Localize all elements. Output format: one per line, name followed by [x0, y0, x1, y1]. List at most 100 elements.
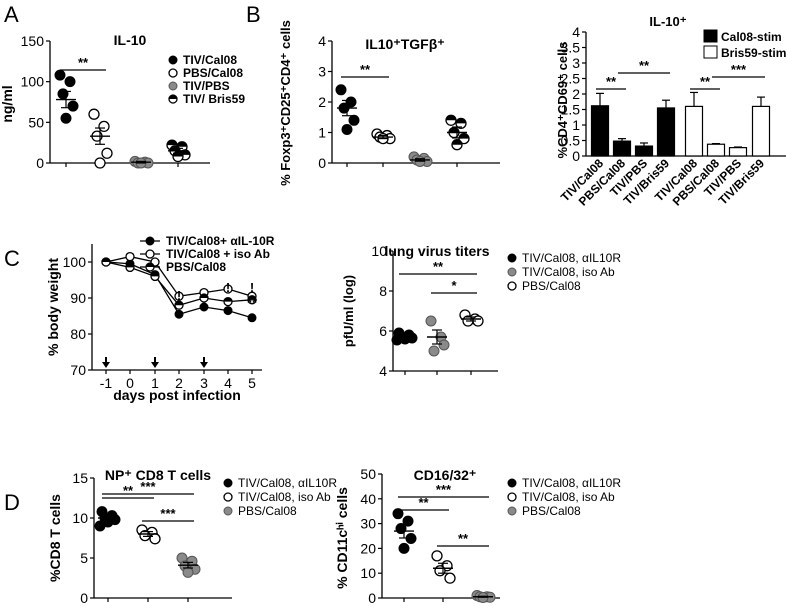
legend-label: TIV/Cal08, iso Ab	[522, 490, 615, 504]
panel-letter-a: A	[4, 2, 19, 27]
legend-marker	[168, 68, 178, 78]
significance-label: **	[639, 58, 650, 73]
legend-label: PBS/Cal08	[522, 279, 581, 293]
legend-label: TIV/ Bris59	[183, 92, 245, 106]
significance-label: *	[451, 278, 457, 293]
data-point	[88, 108, 100, 120]
significance-marker: !	[226, 280, 230, 295]
legend-label: Bris59-stim	[721, 46, 786, 60]
legend-label: TIV/Cal08, iso Ab	[522, 265, 615, 279]
y-tick-label: 6	[379, 323, 387, 339]
data-point	[345, 96, 357, 108]
data-point	[101, 147, 113, 159]
data-point	[247, 295, 257, 305]
x-tick-label: 2	[175, 375, 183, 391]
data-point	[125, 262, 135, 273]
legend-marker	[507, 281, 517, 291]
legend-label: PBS/Cal08	[166, 260, 226, 274]
panel-letter-b: B	[246, 2, 261, 27]
data-point-top	[200, 294, 208, 298]
y-tick-label: 5	[80, 550, 88, 566]
y-tick-label: 0	[572, 148, 580, 164]
y-tick-label: 3.5	[561, 40, 581, 56]
y-tick-label: 50	[360, 466, 376, 482]
data-point	[445, 114, 457, 126]
chart-cd4-cd69-il10: 00.511.522.533.54TIV/Cal08PBS/Cal08TIV/P…	[555, 14, 786, 209]
data-point	[223, 306, 233, 316]
x-tick-label: 0	[126, 375, 134, 391]
bar	[634, 145, 654, 157]
data-point	[398, 542, 410, 554]
y-tick-label: 100	[63, 254, 87, 270]
chart-title: IL-10⁺	[649, 14, 686, 29]
y-tick-label: 0	[318, 155, 326, 171]
data-point	[94, 157, 106, 169]
legend-label: TIV/Cal08 + iso Ab	[166, 247, 270, 261]
significance-label: **	[606, 74, 617, 89]
data-point	[67, 100, 79, 112]
y-tick-label: 90	[70, 290, 86, 306]
chart-title: IL-10	[114, 32, 147, 48]
data-point	[101, 257, 111, 267]
y-tick-label: 50	[28, 114, 44, 130]
data-point	[94, 520, 106, 532]
data-point-top	[459, 133, 469, 139]
chart-body-weight: 70 80 90 100 -1 0 1 2 3 4 5 days post infection % bo…	[45, 234, 275, 403]
legend-marker	[223, 492, 233, 502]
legend-marker	[145, 249, 155, 259]
legend-marker	[145, 236, 155, 246]
legend-marker	[507, 492, 517, 502]
legend-label: TIV/Cal08, αIL10R	[238, 476, 337, 490]
significance-label: ***	[160, 506, 176, 521]
significance-label: **	[360, 62, 371, 77]
panel-letter-d: D	[4, 490, 20, 515]
bar	[684, 105, 704, 157]
y-tick-label: 2	[318, 94, 326, 110]
data-point-top	[126, 263, 134, 268]
significance-marker: !	[250, 280, 254, 295]
legend-label: TIV/PBS	[183, 79, 230, 93]
legend-label: TIV/Cal08, iso Ab	[238, 490, 331, 504]
y-tick-label: 10	[360, 565, 376, 581]
y-tick-label: 2	[572, 86, 580, 102]
significance-label: **	[458, 531, 469, 546]
data-point-top	[456, 118, 466, 124]
y-tick-label: 0	[36, 155, 44, 171]
y-tick-label: 0	[368, 590, 376, 606]
arrow-head	[102, 362, 110, 368]
bar	[751, 105, 771, 157]
data-point-top	[175, 301, 183, 306]
y-axis-label: % body weight	[45, 258, 61, 356]
data-point	[199, 302, 209, 312]
data-point	[392, 508, 404, 520]
legend-marker	[507, 478, 517, 488]
data-point	[150, 271, 160, 282]
x-tick-label: -1	[100, 375, 113, 391]
legend-marker	[223, 506, 233, 516]
data-point	[223, 284, 233, 294]
y-tick-label: 1.5	[561, 102, 581, 118]
y-tick-label: 10	[72, 510, 88, 526]
x-tick-label: 5	[248, 375, 256, 391]
data-point	[174, 309, 184, 319]
legend-label: TIV/Cal08+ αIL-10R	[166, 234, 275, 248]
legend-label: PBS/Cal08	[238, 504, 297, 518]
data-point	[425, 315, 437, 327]
significance-label: ***	[731, 62, 747, 77]
y-tick-label: 80	[70, 326, 86, 342]
y-tick-label: 1	[318, 125, 326, 141]
y-axis-label: %CD4⁺CD69⁺ cells	[555, 41, 570, 158]
significance-label: **	[418, 495, 429, 510]
data-point	[438, 339, 450, 351]
data-point	[335, 84, 347, 96]
significance-label: ***	[436, 482, 452, 497]
data-point-top	[446, 115, 456, 121]
y-tick-label: 30	[360, 516, 376, 532]
data-point	[149, 533, 161, 545]
data-point-top	[248, 295, 256, 300]
data-point	[199, 293, 209, 303]
significance-marker: **	[247, 295, 258, 310]
y-tick-label: 8	[379, 283, 387, 299]
bar	[590, 105, 610, 157]
